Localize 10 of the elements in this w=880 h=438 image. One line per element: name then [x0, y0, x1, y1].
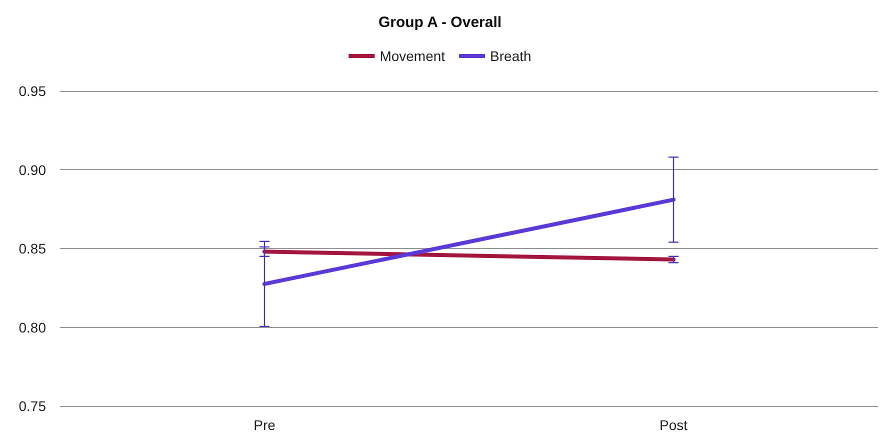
- y-tick-label: 0.85: [18, 240, 46, 256]
- legend-label: Movement: [380, 48, 446, 64]
- y-tick-label: 0.75: [18, 398, 46, 414]
- y-tick-label: 0.95: [18, 83, 46, 99]
- x-tick-label: Pre: [254, 417, 276, 433]
- x-tick-label: Post: [659, 417, 688, 433]
- y-tick-label: 0.90: [18, 162, 46, 178]
- legend-label: Breath: [490, 48, 532, 64]
- chart-title: Group A - Overall: [378, 14, 502, 31]
- y-tick-label: 0.80: [18, 319, 46, 336]
